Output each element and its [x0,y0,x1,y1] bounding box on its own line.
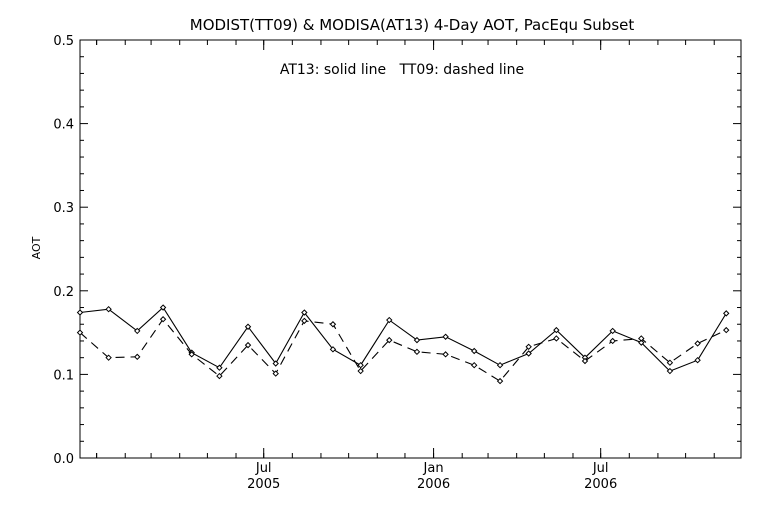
data-point-at13 [76,309,84,316]
data-point-at13 [413,336,421,344]
x-tick-year-label: 2006 [584,477,617,492]
data-point-at13 [609,327,616,335]
y-tick-label: 0.5 [53,34,74,49]
data-point-at13 [723,310,730,317]
x-tick-year-label: 2006 [417,477,450,492]
data-point-at13 [386,316,393,324]
y-tick-label: 0.2 [53,285,74,300]
data-point-at13 [442,333,449,340]
data-point-tt09 [666,359,674,366]
data-point-tt09 [76,329,84,336]
data-point-tt09 [159,316,167,323]
data-point-tt09 [525,343,532,351]
data-point-at13 [159,304,167,311]
data-point-at13 [525,350,532,357]
data-point-tt09 [301,317,308,325]
data-point-tt09 [694,340,701,347]
data-point-tt09 [386,336,393,344]
data-point-tt09 [496,377,504,385]
data-point-at13 [134,327,141,335]
data-point-tt09 [609,337,616,345]
y-tick-label: 0.1 [53,368,74,383]
data-point-tt09 [553,335,560,342]
data-point-at13 [694,356,701,364]
y-axis: 0.0 0.1 0.2 0.3 0.4 0.5 [53,34,741,467]
data-point-at13 [496,361,504,369]
data-point-tt09 [581,357,589,365]
data-point-at13 [638,339,645,346]
data-point-tt09 [134,353,141,361]
x-tick-label: Jul [255,461,272,476]
data-point-tt09 [329,321,337,328]
y-tick-label: 0.4 [53,118,74,133]
data-point-at13 [105,305,112,313]
data-point-at13 [470,347,478,355]
x-tick-year-label: 2005 [247,477,280,492]
data-point-tt09 [723,326,730,334]
data-point-tt09 [244,341,252,349]
data-point-at13 [357,361,364,369]
chart-title: MODIST(TT09) & MODISA(AT13) 4-Day AOT, P… [190,16,635,34]
data-point-tt09 [470,361,478,369]
data-point-at13 [216,364,223,371]
data-point-at13 [272,360,279,367]
data-point-tt09 [188,351,195,358]
y-tick-label: 0.0 [53,452,74,467]
plot-frame [79,39,742,459]
data-point-at13 [244,323,252,330]
chart-annotation: AT13: solid line TT09: dashed line [280,62,524,78]
data-point-at13 [329,346,337,353]
data-point-tt09 [442,351,449,358]
data-point-tt09 [357,367,364,375]
series-line-at13 [79,306,727,372]
x-tick-label: Jul [592,461,609,476]
data-point-tt09 [638,335,645,342]
series-layer [76,304,730,385]
data-point-tt09 [105,354,112,361]
data-point-at13 [553,326,560,334]
data-point-tt09 [272,370,279,377]
series-line-tt09 [79,318,727,382]
data-point-tt09 [216,372,223,380]
data-point-at13 [301,309,308,316]
data-point-tt09 [413,348,421,356]
x-tick-label: Jan [423,461,444,476]
y-tick-label: 0.3 [53,201,74,216]
data-point-at13 [666,367,674,375]
y-axis-label: AOT [30,236,43,259]
